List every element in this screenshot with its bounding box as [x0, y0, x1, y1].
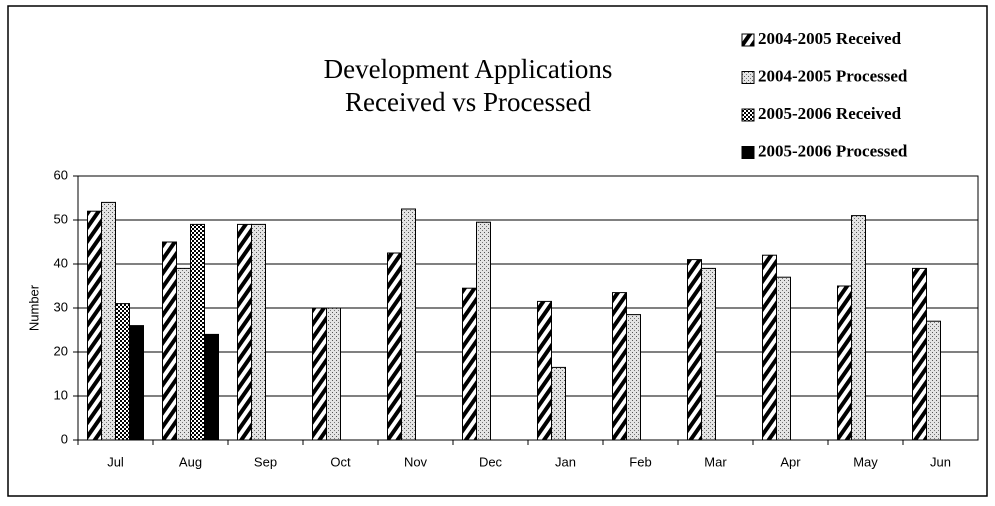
y-tick-label: 0 — [61, 431, 68, 446]
bar — [462, 287, 477, 441]
bar — [387, 252, 402, 441]
bar — [326, 307, 341, 441]
bar — [701, 267, 716, 441]
legend-swatch — [741, 146, 755, 159]
bar — [776, 276, 791, 441]
x-tick-label: Apr — [780, 454, 801, 469]
x-tick-label: Nov — [404, 454, 428, 469]
x-tick-label: Feb — [629, 454, 651, 469]
bar — [312, 307, 327, 441]
legend-label: 2005-2006 Received — [758, 104, 902, 123]
x-tick-label: Dec — [479, 454, 503, 469]
bar — [251, 223, 266, 441]
y-tick-label: 60 — [54, 167, 68, 182]
bar — [237, 223, 252, 441]
bar — [551, 366, 566, 441]
y-tick-label: 20 — [54, 343, 68, 358]
bar — [837, 285, 852, 441]
x-tick-label: Aug — [179, 454, 202, 469]
y-tick-label: 10 — [54, 387, 68, 402]
bar — [851, 215, 866, 441]
legend-swatch — [741, 71, 755, 84]
frame — [7, 5, 988, 497]
bar — [115, 303, 130, 441]
legend-swatch — [741, 108, 755, 122]
bar — [687, 259, 702, 441]
x-tick-label: Mar — [704, 454, 727, 469]
x-tick-label: Sep — [254, 454, 277, 469]
y-axis-label: Number — [26, 284, 41, 331]
bar — [101, 201, 116, 441]
bar — [87, 210, 102, 441]
x-tick-label: Jan — [555, 454, 576, 469]
bar — [912, 267, 927, 441]
bar — [537, 300, 552, 441]
bar — [762, 254, 777, 441]
bar — [612, 292, 627, 441]
legend-label: 2005-2006 Processed — [758, 141, 908, 160]
x-tick-label: Jun — [930, 454, 951, 469]
bar — [926, 320, 941, 441]
bar — [176, 267, 191, 441]
chart-title: Received vs Processed — [345, 87, 591, 117]
bar — [204, 333, 219, 441]
x-tick-label: Jul — [107, 454, 124, 469]
y-tick-label: 40 — [54, 255, 68, 270]
y-tick-label: 50 — [54, 211, 68, 226]
bar — [162, 241, 177, 441]
bar — [190, 223, 205, 441]
bar — [476, 221, 491, 441]
chart-title: Development Applications — [324, 54, 613, 84]
bar — [401, 208, 416, 441]
legend-label: 2004-2005 Received — [758, 29, 902, 48]
bar — [129, 325, 144, 441]
bar — [626, 314, 641, 441]
x-tick-label: Oct — [330, 454, 351, 469]
legend-swatch — [741, 33, 755, 47]
x-tick-label: May — [853, 454, 878, 469]
y-tick-label: 30 — [54, 299, 68, 314]
legend-label: 2004-2005 Processed — [758, 66, 908, 85]
